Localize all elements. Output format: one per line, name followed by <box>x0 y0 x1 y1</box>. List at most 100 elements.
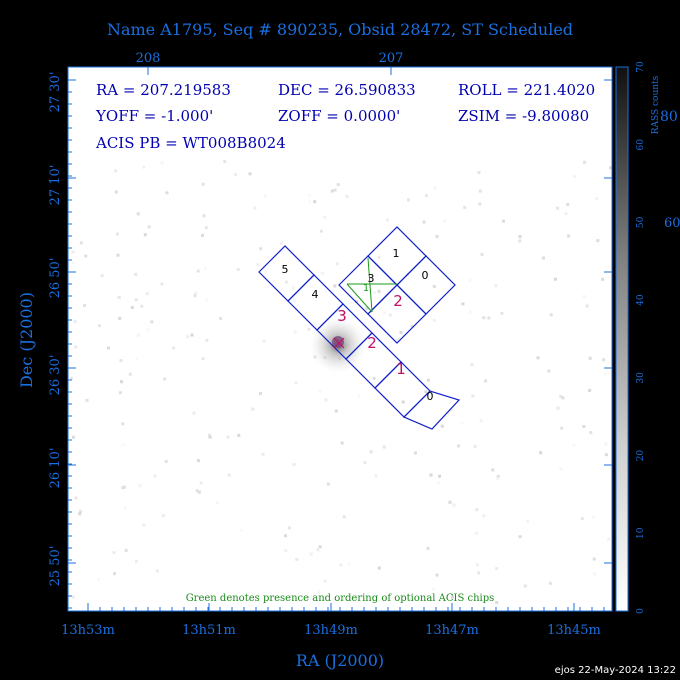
sky-pixel <box>138 484 142 488</box>
sky-pixel <box>147 225 151 229</box>
sky-pixel <box>588 356 592 360</box>
sky-pixel <box>324 398 328 402</box>
sky-pixel <box>136 333 140 337</box>
info-zoff: ZOFF = 0.0000' <box>278 107 400 125</box>
sky-pixel <box>280 241 284 245</box>
sky-pixel <box>425 194 429 198</box>
sky-pixel <box>523 584 527 588</box>
sky-pixel <box>234 173 238 177</box>
sky-pixel <box>369 450 373 454</box>
chip-label: 4 <box>312 288 319 301</box>
sky-pixel <box>160 282 164 286</box>
sky-pixel <box>478 189 482 193</box>
sky-pixel <box>595 196 599 200</box>
sky-pixel <box>193 294 197 298</box>
sky-pixel <box>548 581 552 585</box>
info-ra: RA = 207.219583 <box>96 81 231 99</box>
sky-pixel <box>603 372 607 376</box>
sky-pixel <box>491 468 495 472</box>
x-tick-label: 13h47m <box>425 623 479 638</box>
sky-pixel <box>70 376 74 380</box>
chip-label: 3 <box>337 307 347 325</box>
sky-pixel <box>201 182 205 186</box>
sky-pixel <box>196 459 200 463</box>
sky-pixel <box>118 316 122 320</box>
x-axis-label: RA (J2000) <box>296 651 384 670</box>
sky-pixel <box>339 563 343 567</box>
sky-pixel <box>601 277 605 281</box>
sky-pixel <box>335 262 339 266</box>
x-tick-label: 13h51m <box>182 623 236 638</box>
sky-pixel <box>567 234 571 238</box>
sky-pixel <box>399 330 403 334</box>
optional-chip-marker <box>346 257 397 313</box>
sky-pixel <box>287 526 291 530</box>
sky-pixel <box>457 444 461 448</box>
sky-pixel <box>435 573 439 577</box>
sky-pixel <box>429 473 433 477</box>
sky-pixel <box>500 311 504 315</box>
sky-pixel <box>448 500 452 504</box>
acis-s-array <box>258 245 461 430</box>
top-tick-label: 207 <box>379 51 404 66</box>
sky-pixel <box>333 188 337 192</box>
sky-pixel <box>226 435 230 439</box>
sky-pixel <box>134 298 138 302</box>
sky-pixel <box>334 409 338 413</box>
sky-pixel <box>566 203 570 207</box>
sky-pixel <box>564 212 568 216</box>
sky-pixel <box>192 411 196 415</box>
sky-pixel <box>426 378 430 382</box>
sky-pixel <box>150 320 154 324</box>
info-yoff: YOFF = -1.000' <box>95 107 213 125</box>
sky-pixel <box>470 363 474 367</box>
sky-pixel <box>313 200 317 204</box>
sky-pixel <box>136 212 140 216</box>
sky-pixel <box>121 422 125 426</box>
sky-pixel <box>257 594 261 598</box>
sky-pixel <box>130 306 134 310</box>
sky-pixel <box>143 233 147 237</box>
y-tick-label: 25 50' <box>48 546 63 587</box>
sky-pixel <box>124 548 128 552</box>
sky-pixel <box>604 453 608 457</box>
sky-pixel <box>482 316 486 320</box>
sky-pixel <box>262 339 266 343</box>
sky-pixel <box>284 534 288 538</box>
sky-pixel <box>475 563 479 567</box>
y-tick-label: 27 30' <box>48 72 63 113</box>
sky-pixel <box>202 214 206 218</box>
sky-pixel <box>71 261 75 265</box>
sky-pixel <box>200 234 204 238</box>
sky-pixel <box>589 431 593 435</box>
sky-pixel <box>475 531 479 535</box>
sky-pixel <box>372 376 376 380</box>
aimpoint-marker <box>333 337 345 349</box>
sky-pixel <box>161 514 165 518</box>
sky-pixel <box>373 291 377 295</box>
sky-pixel <box>239 528 243 532</box>
colorbar-tick-label: 30 <box>636 372 646 384</box>
sky-pixel <box>112 551 116 555</box>
sky-pixel <box>261 452 265 456</box>
colorbar-tick-label: 60 <box>636 139 646 151</box>
sky-pixel <box>156 569 160 573</box>
sky-pixel <box>116 253 120 257</box>
colorbar-tick-label: 50 <box>636 216 646 228</box>
sky-pixel <box>190 333 194 337</box>
sky-pixel <box>319 229 323 233</box>
sky-pixel <box>539 451 543 455</box>
optional-chips-note: Green denotes presence and ordering of o… <box>186 593 495 604</box>
sky-pixel <box>134 560 138 564</box>
sky-pixel <box>582 295 586 299</box>
sky-pixel <box>573 175 577 179</box>
axis-ticks <box>68 67 612 611</box>
sky-pixel <box>536 356 540 360</box>
sky-pixel <box>292 463 296 467</box>
colorbar-label: RASS counts <box>651 75 661 134</box>
chip-outline <box>402 390 461 430</box>
sky-pixel <box>120 380 124 384</box>
sky-pixel <box>478 202 482 206</box>
sky-pixel <box>121 443 125 447</box>
sky-pixel <box>107 346 111 350</box>
